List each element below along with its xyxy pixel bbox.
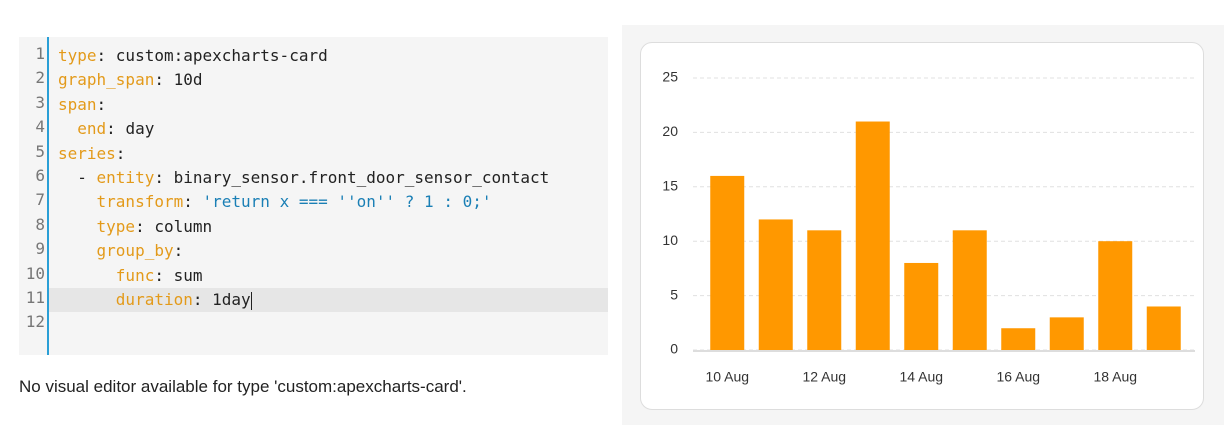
x-tick-label: 16 Aug xyxy=(996,369,1040,385)
code-token: : xyxy=(173,241,184,261)
code-line: func: sum xyxy=(49,264,608,288)
bar xyxy=(855,121,890,351)
code-line: series: xyxy=(49,142,608,166)
bar xyxy=(1098,241,1133,350)
y-tick-label: 5 xyxy=(670,286,678,302)
code-token: duration xyxy=(58,290,193,309)
code-token: : day xyxy=(106,119,155,139)
line-number: 8 xyxy=(35,214,45,234)
code-token: series xyxy=(58,143,116,163)
cursor xyxy=(250,291,252,310)
code-token: - xyxy=(58,168,97,187)
line-number: 5 xyxy=(35,141,45,161)
bar xyxy=(758,219,793,350)
code-token: : column xyxy=(135,216,213,236)
code-token: : custom:apexcharts-card xyxy=(96,46,328,65)
code-token: entity xyxy=(96,168,155,187)
x-tick-label: 10 Aug xyxy=(705,369,749,385)
line-number: 11 xyxy=(25,288,45,307)
code-token: : xyxy=(183,192,203,212)
code-token: : binary_sensor.front_door_sensor_contac… xyxy=(154,168,550,187)
code-token: span xyxy=(58,94,97,114)
code-token: : sum xyxy=(154,265,203,285)
code-line: graph_span: 10d xyxy=(49,68,608,92)
code-token: type xyxy=(58,216,136,236)
line-number: 1 xyxy=(35,44,45,63)
code-line: group_by: xyxy=(49,239,608,263)
code-token: type xyxy=(58,46,97,65)
code-token: : xyxy=(115,143,126,163)
bar xyxy=(807,230,842,350)
code-token: group_by xyxy=(58,241,174,261)
line-number: 4 xyxy=(35,117,45,137)
code-token: func xyxy=(58,265,155,285)
code-line: type: column xyxy=(49,215,608,239)
y-tick-label: 0 xyxy=(670,341,678,357)
code-line: transform: 'return x === ''on'' ? 1 : 0;… xyxy=(49,190,608,214)
code-token: transform xyxy=(58,192,184,212)
line-number: 7 xyxy=(35,190,45,210)
code-token: end xyxy=(58,119,107,139)
code-token: 'return x === ''on'' ? 1 : 0;' xyxy=(202,192,492,212)
line-number: 6 xyxy=(35,166,45,185)
code-token: : 10d xyxy=(154,70,203,90)
bar xyxy=(952,230,987,350)
code-line: duration: 1day xyxy=(49,288,608,312)
y-tick-label: 15 xyxy=(662,178,678,194)
code-line: end: day xyxy=(49,117,608,141)
code-line: span: xyxy=(49,93,608,117)
line-number: 12 xyxy=(25,312,45,332)
code-token: : xyxy=(96,94,107,114)
y-tick-label: 10 xyxy=(662,232,678,248)
x-tick-label: 18 Aug xyxy=(1093,369,1137,385)
line-number: 3 xyxy=(35,92,45,112)
bar xyxy=(904,262,939,350)
bar xyxy=(710,175,745,350)
bar xyxy=(1049,317,1084,350)
x-tick-label: 12 Aug xyxy=(802,369,846,385)
code-line: type: custom:apexcharts-card xyxy=(49,44,608,68)
line-number: 10 xyxy=(25,263,45,283)
message: No visual editor available for type 'cus… xyxy=(19,377,467,396)
line-number: 2 xyxy=(35,68,45,88)
code-line: - entity: binary_sensor.front_door_senso… xyxy=(49,166,608,190)
code-token: graph_span xyxy=(58,70,155,90)
gutter: 1 2 3 4 5 6 7 8 9 10 11 12 xyxy=(19,37,49,355)
y-tick-label: 25 xyxy=(662,69,678,85)
y-tick-label: 20 xyxy=(662,123,678,139)
code-token: : 1day xyxy=(192,290,251,309)
line-number: 9 xyxy=(35,239,45,259)
bar xyxy=(1146,306,1181,350)
code-editor[interactable]: 1 2 3 4 5 6 7 8 9 10 11 12 type: custom:apexcharts-c… xyxy=(19,37,608,355)
x-tick-label: 14 Aug xyxy=(899,369,943,385)
bar xyxy=(1001,328,1036,350)
